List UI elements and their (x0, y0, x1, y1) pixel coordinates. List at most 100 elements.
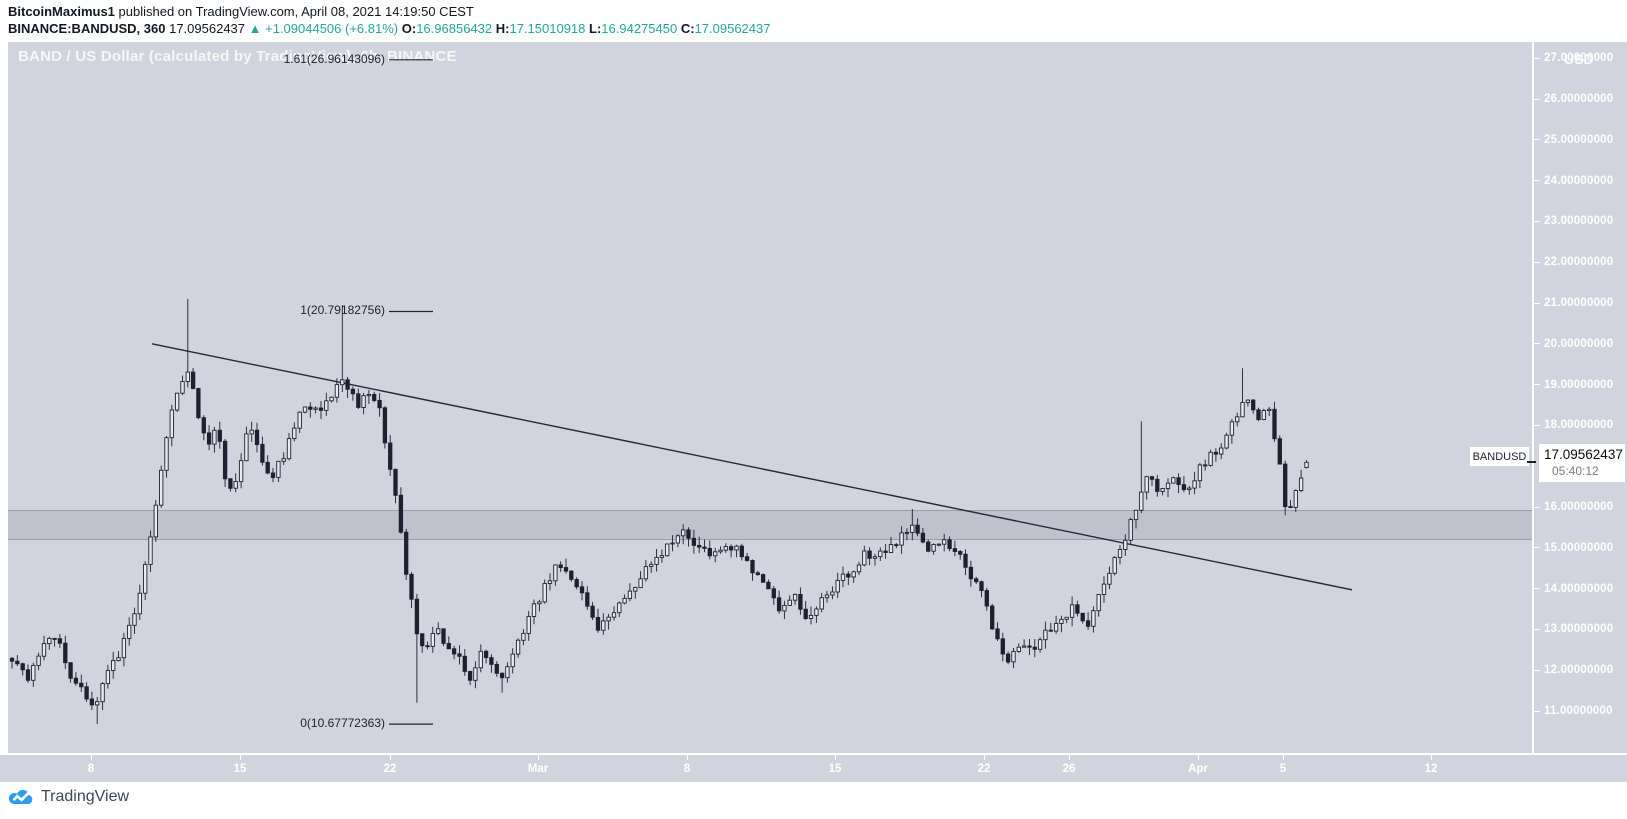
symbol-flag: BANDUSD (1470, 447, 1529, 466)
close-value: 17.09562437 (694, 21, 771, 36)
price-axis[interactable]: USD 27.00000000 26.00000000 25.00000000 24.… (1532, 42, 1627, 753)
price-tick-label: 18.00000000 (1544, 419, 1614, 432)
time-tick-dash (687, 753, 688, 760)
price-tick-dash (1534, 261, 1540, 263)
price-tick-label: 19.00000000 (1544, 378, 1614, 391)
descending-trendline[interactable] (151, 343, 1353, 591)
time-tick-dash (538, 753, 539, 760)
price-tick-dash (1534, 384, 1540, 386)
byline-text: published on TradingView.com, April 08, … (114, 4, 474, 19)
price-tick-dash (1534, 98, 1540, 100)
price-tick-dash (1534, 628, 1540, 630)
time-tick-dash (1283, 753, 1284, 760)
candle-countdown: 05:40:12 (1552, 464, 1599, 478)
time-tick-label: 15 (233, 763, 247, 775)
price-tick-dash (1534, 220, 1540, 222)
time-tick-dash (1431, 753, 1432, 760)
price-tick-label: 23.00000000 (1544, 215, 1614, 228)
price-tick-label: 13.00000000 (1544, 623, 1614, 636)
price-tick-label: 15.00000000 (1544, 541, 1614, 554)
tradingview-logo-text: TradingView (41, 788, 130, 805)
price-tick: 25.00000000 (1534, 133, 1613, 147)
time-axis[interactable]: 8 15 22 Mar 8 15 22 26 Apr 5 12 (0, 753, 1627, 782)
price-tick-dash (1534, 547, 1540, 549)
price-axis-currency: USD (1564, 51, 1594, 67)
time-tick-label: 12 (1424, 763, 1438, 775)
price-tick-label: 14.00000000 (1544, 582, 1614, 595)
low-label: L: (589, 21, 602, 36)
price-tick-dash (1534, 424, 1540, 426)
high-label: H: (495, 21, 510, 36)
price-tick-dash (1534, 710, 1540, 712)
price-tick-dash (1534, 343, 1540, 345)
price-tick-label: 26.00000000 (1544, 93, 1614, 105)
chart-pane[interactable]: BAND / US Dollar (calculated by TradingV… (8, 42, 1532, 753)
price-tick-label: 21.00000000 (1544, 297, 1614, 309)
price-tick-label: 12.00000000 (1544, 664, 1614, 677)
byline-username: BitcoinMaximus1 (8, 4, 115, 19)
price-tick: 21.00000000 (1534, 296, 1613, 310)
time-tick-label: 22 (383, 763, 397, 775)
symbol-name: BINANCE:BANDUSD, 360 (8, 21, 166, 36)
time-tick-label: 15 (828, 763, 842, 775)
price-tick: 19.00000000 (1534, 378, 1613, 392)
high-value: 17.15010918 (509, 21, 586, 36)
price-tick: 11.00000000 (1534, 704, 1613, 718)
time-tick-label: 5 (1279, 763, 1287, 775)
symbol-flag-text: BANDUSD (1472, 450, 1527, 463)
open-label: O: (401, 21, 417, 36)
candlestick-chart[interactable] (8, 42, 1532, 753)
price-tick: 26.00000000 (1534, 92, 1613, 106)
byline: BitcoinMaximus1 published on TradingView… (8, 3, 474, 20)
price-tick-label: 24.00000000 (1544, 174, 1614, 187)
current-price-box: 17.09562437 05:40:12 (1539, 444, 1625, 482)
price-tick-label: 25.00000000 (1544, 133, 1614, 146)
time-tick-dash (390, 753, 391, 760)
symbol-info-line: BINANCE:BANDUSD, 360 17.09562437 ▲ +1.09… (8, 20, 770, 37)
price-change: ▲ +1.09044506 (+6.81%) (248, 21, 399, 36)
price-tick: 23.00000000 (1534, 214, 1613, 228)
price-tick: 27.00000000 (1534, 51, 1613, 65)
price-tick-dash (1534, 180, 1540, 182)
price-tick-label: 11.00000000 (1544, 705, 1613, 717)
candle-wicks (11, 298, 1307, 725)
price-tick-label: 27.00000000 (1544, 52, 1614, 65)
time-tick-dash (984, 753, 985, 760)
price-tick-label: 22.00000000 (1544, 256, 1614, 269)
price-flag-dash (1527, 461, 1536, 463)
price-tick: 13.00000000 (1534, 622, 1613, 636)
price-tick: 24.00000000 (1534, 174, 1613, 188)
price-tick-dash (1534, 588, 1540, 590)
time-tick-label: Mar (527, 763, 549, 775)
open-value: 16.96856432 (416, 21, 493, 36)
price-tick-dash (1534, 302, 1540, 304)
chart-watermark: BAND / US Dollar (calculated by TradingV… (18, 48, 457, 65)
last-price: 17.09562437 (169, 21, 246, 36)
price-tick-dash (1534, 669, 1540, 671)
time-tick-dash (91, 753, 92, 760)
price-tick: 15.00000000 (1534, 541, 1613, 555)
price-tick: 12.00000000 (1534, 663, 1613, 677)
time-tick-label: 26 (1062, 763, 1076, 775)
price-tick-dash (1534, 506, 1540, 508)
price-tick: 14.00000000 (1534, 582, 1613, 596)
price-tick-label: 20.00000000 (1544, 337, 1614, 350)
price-tick: 22.00000000 (1534, 255, 1613, 269)
current-price-value: 17.09562437 (1544, 447, 1623, 462)
tradingview-logo[interactable]: TradingView (8, 788, 129, 806)
time-tick-dash (835, 753, 836, 760)
time-tick-dash (1069, 753, 1070, 760)
time-tick-dash (240, 753, 241, 760)
time-tick-label: 8 (683, 763, 691, 775)
time-tick-dash (1198, 753, 1199, 760)
price-tick: 16.00000000 (1534, 500, 1613, 514)
candles (9, 371, 1309, 706)
time-tick-label: 8 (87, 763, 95, 775)
price-tick-dash (1534, 57, 1540, 59)
price-tick: 20.00000000 (1534, 337, 1613, 351)
time-tick-label: 22 (977, 763, 991, 775)
price-tick-dash (1534, 139, 1540, 141)
low-value: 16.94275450 (601, 21, 678, 36)
tradingview-logo-icon (8, 789, 33, 805)
close-label: C: (680, 21, 695, 36)
